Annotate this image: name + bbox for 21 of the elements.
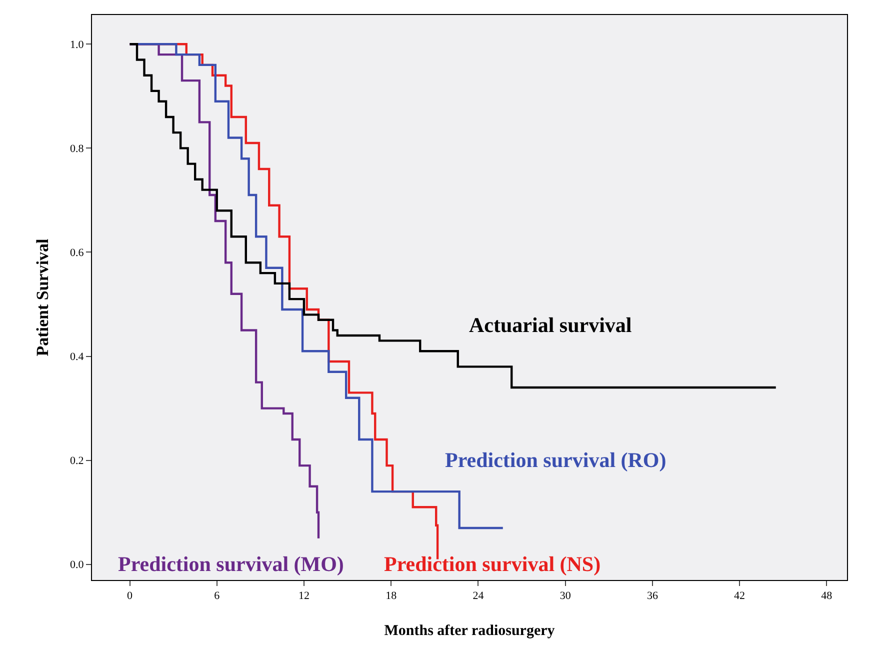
y-tick-label: 1.0 — [70, 38, 84, 51]
x-axis-title: Months after radiosurgery — [384, 623, 556, 639]
x-tick-label: 12 — [298, 590, 310, 602]
x-tick-label: 42 — [734, 590, 746, 602]
y-axis-title: Patient Survival — [33, 238, 52, 356]
x-tick-label: 0 — [127, 590, 133, 602]
x-tick-label: 18 — [386, 590, 398, 602]
series-label: Prediction survival (MO) — [118, 552, 344, 576]
y-tick-label: 0.6 — [70, 247, 84, 260]
series-label: Prediction survival (RO) — [445, 448, 666, 472]
x-tick-label: 30 — [560, 590, 572, 602]
y-tick-label: 0.8 — [70, 143, 84, 156]
series-label: Actuarial survival — [469, 313, 632, 337]
y-tick-label: 0.4 — [70, 351, 84, 364]
x-tick-label: 36 — [646, 590, 658, 602]
y-tick-label: 0.2 — [70, 455, 84, 468]
x-tick-label: 24 — [472, 590, 484, 602]
x-tick-label: 6 — [214, 590, 220, 602]
y-tick-label: 0.0 — [70, 559, 84, 572]
text: Prediction survival (NS) — [384, 552, 601, 576]
x-tick-label: 48 — [821, 590, 833, 602]
